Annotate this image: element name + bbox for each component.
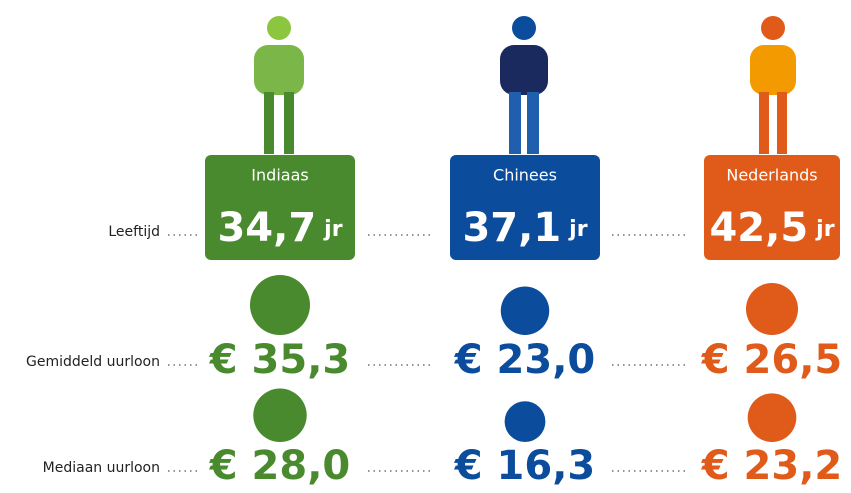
age-number: 42,5	[709, 205, 808, 251]
wage-value: € 28,0	[209, 443, 350, 489]
row-label: Gemiddeld uurloon	[26, 354, 160, 370]
figure-chinees	[500, 16, 548, 154]
infographic: Leeftijd Gemiddeld uurloon Mediaan uurloon…	[0, 0, 851, 493]
wage-value: € 35,3	[209, 337, 350, 383]
figure-indiaas	[254, 16, 304, 154]
age-unit: jr	[568, 217, 588, 242]
wage-circle	[250, 275, 310, 335]
wage-circle	[748, 393, 797, 442]
wage-value: € 23,0	[454, 337, 595, 383]
age-unit: jr	[323, 217, 343, 242]
row-label: Mediaan uurloon	[43, 460, 160, 476]
age-number: 37,1	[462, 205, 561, 251]
group-name: Indiaas	[251, 166, 308, 185]
figure-nederlands	[750, 16, 796, 154]
group-name: Chinees	[493, 166, 557, 185]
wage-value: € 26,5	[701, 337, 842, 383]
group-name: Nederlands	[726, 166, 817, 185]
row-label: Leeftijd	[108, 224, 160, 240]
age-number: 34,7	[217, 205, 316, 251]
wage-circle	[501, 287, 549, 335]
wage-circle	[505, 401, 546, 442]
wage-value: € 23,2	[701, 443, 842, 489]
wage-circle	[746, 283, 798, 335]
wage-circle	[253, 389, 306, 442]
age-unit: jr	[815, 217, 835, 242]
wage-value: € 16,3	[454, 443, 595, 489]
